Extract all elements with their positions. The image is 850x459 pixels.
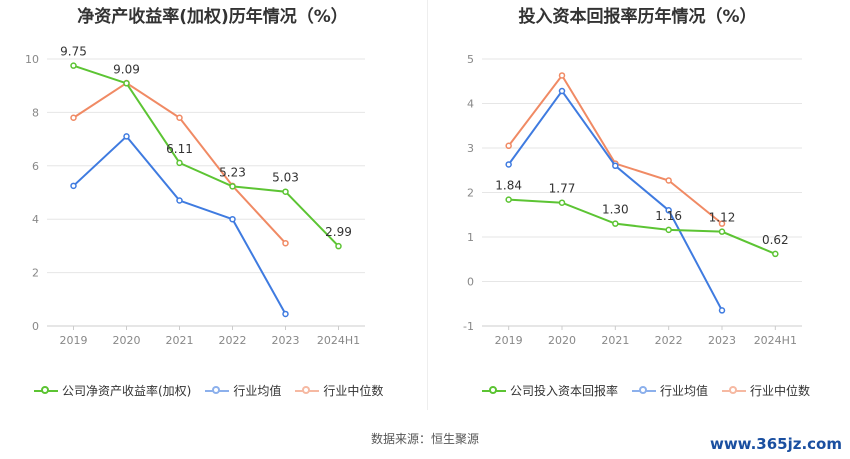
x-tick-label: 2019 (495, 334, 523, 347)
data-label: 1.84 (495, 179, 522, 193)
legend-label: 行业均值 (660, 384, 709, 398)
x-tick-label: 2024H1 (754, 334, 797, 347)
series-line-company (73, 64, 340, 247)
chart-title-roe: 净资产收益率(加权)历年情况（%） (77, 7, 348, 27)
data-label: 6.11 (166, 142, 193, 156)
chart-divider (427, 0, 428, 410)
data-point-industry_avg (123, 133, 130, 140)
legend-label: 行业中位数 (323, 384, 384, 398)
legend-label: 行业中位数 (750, 384, 811, 398)
legend-item-industry_avg[interactable]: 行业均值 (205, 382, 281, 399)
data-point-industry_avg (229, 215, 236, 223)
site-watermark: www.365jz.com (709, 435, 842, 453)
y-tick-label: -1 (463, 320, 474, 333)
data-label: 0.62 (762, 233, 789, 247)
data-point-company (335, 242, 342, 250)
x-tick-label: 2022 (655, 334, 683, 347)
data-point-company (70, 62, 77, 69)
data-label: 1.16 (655, 209, 682, 223)
y-tick-label: 2 (32, 267, 39, 280)
y-tick-label: 10 (25, 53, 39, 66)
y-tick-label: 1 (467, 231, 474, 244)
x-tick-label: 2023 (708, 334, 736, 347)
legend-swatch-icon (34, 385, 58, 397)
legend-item-industry_avg[interactable]: 行业均值 (632, 382, 708, 399)
data-point-industry_avg (282, 310, 289, 318)
legend-swatch-icon (205, 385, 230, 397)
data-label: 5.23 (219, 165, 246, 179)
data-point-industry_avg (718, 307, 726, 314)
y-tick-label: 3 (467, 142, 474, 155)
legend-item-company[interactable]: 公司投入资本回报率 (482, 382, 618, 399)
x-tick-label: 2020 (113, 334, 141, 347)
y-tick-label: 2 (467, 187, 474, 200)
legend-label: 公司净资产收益率(加权) (62, 384, 192, 398)
data-point-company (123, 80, 130, 87)
data-point-company (718, 228, 726, 235)
data-label: 1.30 (602, 203, 629, 217)
x-tick-label: 2020 (548, 334, 576, 347)
legend-item-company[interactable]: 公司净资产收益率(加权) (34, 382, 191, 399)
x-tick-label: 2023 (272, 334, 300, 347)
data-point-company (612, 220, 619, 227)
data-source-note: 数据来源：恒生聚源 (370, 432, 479, 446)
legend-swatch-icon (482, 385, 506, 397)
data-label: 9.09 (113, 62, 140, 76)
y-tick-label: 0 (467, 276, 474, 289)
data-label: 9.75 (60, 45, 87, 59)
data-point-industry_median (558, 72, 566, 79)
legend-item-industry_median[interactable]: 行业中位数 (722, 382, 810, 399)
data-point-industry_avg (665, 207, 672, 214)
legend-swatch-icon (632, 385, 657, 397)
data-point-industry_median (70, 114, 77, 121)
data-point-industry_avg (505, 161, 512, 168)
legend-swatch-icon (295, 385, 320, 397)
x-tick-label: 2024H1 (317, 334, 360, 347)
data-label: 1.12 (709, 211, 736, 225)
data-point-industry_avg (612, 162, 619, 170)
data-point-industry_median (665, 177, 672, 184)
data-label: 2.99 (325, 225, 352, 239)
legend-label: 公司投入资本回报率 (510, 384, 619, 398)
data-point-industry_avg (176, 197, 183, 204)
y-tick-label: 8 (32, 106, 39, 119)
data-point-industry_avg (558, 87, 566, 95)
legend-item-industry_median[interactable]: 行业中位数 (295, 382, 383, 399)
data-point-company (505, 196, 512, 203)
y-tick-label: 6 (32, 160, 39, 173)
roic-legend: 公司投入资本回报率 行业均值 行业中位数 (482, 382, 824, 399)
roic-line-chart: -1 0 1 2 3 4 5 2019 2020 2021 2022 2023 2024H1 1.84 1.… (463, 53, 802, 347)
roe-legend: 公司净资产收益率(加权) 行业均值 行业中位数 (34, 382, 397, 399)
data-point-industry_median (176, 114, 183, 121)
data-point-company (229, 183, 236, 190)
data-point-company (176, 159, 183, 167)
data-point-industry_median (505, 142, 512, 150)
data-point-company (772, 250, 779, 258)
legend-swatch-icon (722, 385, 747, 397)
data-label: 1.77 (549, 182, 576, 196)
data-point-company (558, 199, 566, 206)
data-point-industry_median (718, 220, 726, 227)
y-tick-label: 5 (467, 53, 474, 66)
legend-label: 行业均值 (233, 384, 282, 398)
x-tick-label: 2021 (601, 334, 629, 347)
data-point-company (282, 188, 289, 195)
y-tick-label: 0 (32, 320, 39, 333)
x-tick-label: 2022 (219, 334, 247, 347)
roe-line-chart: 0 2 4 6 8 10 2019 2020 2021 2022 2023 2024H1 9.75 9.0… (25, 45, 365, 347)
y-tick-label: 4 (467, 98, 474, 111)
data-point-industry_median (282, 239, 289, 247)
data-point-company (665, 226, 672, 234)
series-line-company (508, 198, 776, 255)
y-tick-label: 4 (32, 213, 39, 226)
chart-title-roic: 投入资本回报率历年情况（%） (518, 7, 757, 27)
data-point-industry_avg (70, 182, 77, 190)
data-label: 5.03 (272, 171, 299, 185)
x-tick-label: 2021 (166, 334, 194, 347)
x-tick-label: 2019 (60, 334, 88, 347)
